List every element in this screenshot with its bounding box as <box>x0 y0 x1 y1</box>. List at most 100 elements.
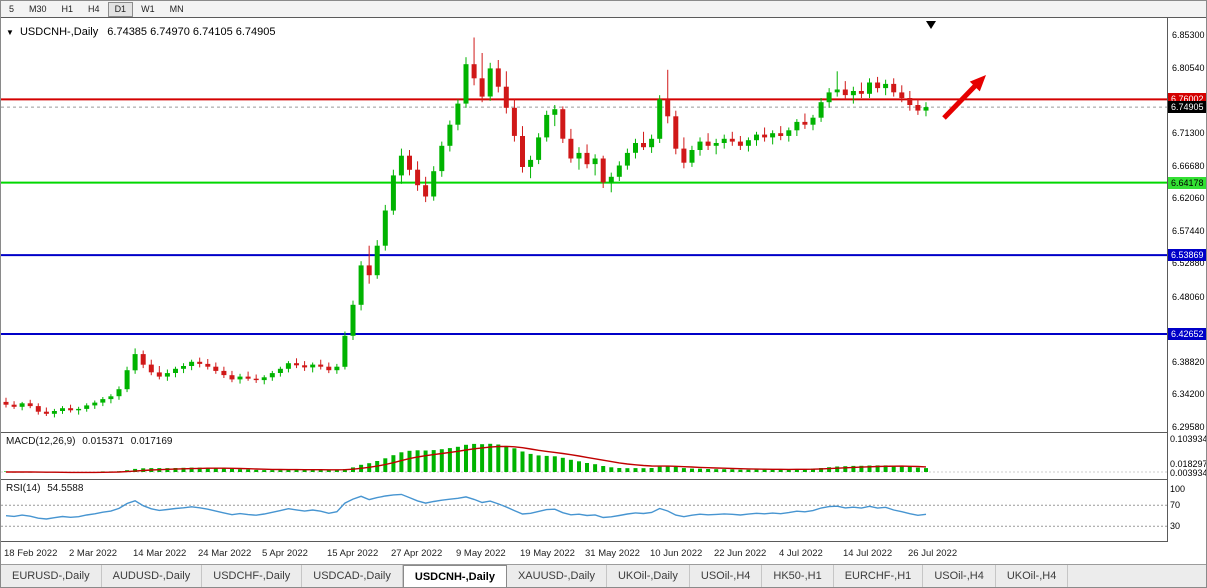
candle-body <box>762 134 768 138</box>
chart-tab-usdchf-daily[interactable]: USDCHF-,Daily <box>202 565 303 587</box>
macd-main-value: 0.015371 <box>82 436 124 447</box>
macd-histogram-bar <box>593 464 598 472</box>
macd-label: MACD(12,26,9) 0.015371 0.017169 <box>6 436 172 447</box>
candle-body <box>649 138 655 148</box>
trend-arrow-annotation[interactable] <box>942 84 977 120</box>
timeframe-button-d1[interactable]: D1 <box>107 1 134 17</box>
trend-arrow-head[interactable] <box>969 75 986 92</box>
price-axis-label: 6.62060 <box>1172 193 1205 203</box>
chart-tab-eurchf-h1[interactable]: EURCHF-,H1 <box>834 565 924 587</box>
macd-histogram-bar <box>673 466 678 472</box>
macd-histogram-bar <box>641 468 646 472</box>
candlestick-chart-canvas[interactable] <box>1 18 1167 432</box>
macd-axis-label: 0.003934 <box>1170 468 1207 478</box>
timeframe-button-mn[interactable]: MN <box>169 3 184 14</box>
chevron-down-icon[interactable]: ▼ <box>6 28 14 37</box>
candle-body <box>374 245 380 276</box>
macd-histogram-bar <box>714 469 719 472</box>
candle-body <box>786 130 792 136</box>
price-badge-6.64178: 6.64178 <box>1168 177 1206 189</box>
rsi-label: RSI(14) 54.5588 <box>6 483 83 494</box>
macd-panel[interactable]: MACD(12,26,9) 0.015371 0.017169 <box>1 432 1167 479</box>
candle-body <box>673 116 679 149</box>
candle-body <box>463 64 469 104</box>
candle-body <box>108 396 114 400</box>
candle-body <box>842 89 848 96</box>
macd-histogram-bar <box>399 452 404 472</box>
date-axis-label: 14 Mar 2022 <box>133 548 187 559</box>
macd-histogram-bar <box>464 444 468 472</box>
chart-tab-ukoil-daily[interactable]: UKOil-,Daily <box>607 565 690 587</box>
chart-tab-ukoil-h4[interactable]: UKOil-,H4 <box>996 565 1069 587</box>
chart-tab-usdcad-daily[interactable]: USDCAD-,Daily <box>302 565 403 587</box>
macd-histogram-bar <box>230 468 234 472</box>
macd-histogram-bar <box>601 466 606 472</box>
candle-body <box>100 399 106 403</box>
rsi-panel[interactable]: RSI(14) 54.5588 <box>1 479 1167 542</box>
autoscroll-marker-icon[interactable] <box>926 21 936 29</box>
macd-histogram-bar <box>423 450 428 472</box>
macd-histogram-bar <box>794 469 799 472</box>
macd-histogram-bar <box>238 469 242 472</box>
rsi-chart-canvas <box>1 493 1167 527</box>
candle-body <box>568 138 574 159</box>
candle-body <box>366 265 372 276</box>
candle-body <box>584 152 590 165</box>
macd-histogram-bar <box>883 465 888 472</box>
date-axis[interactable]: 18 Feb 2022 2 Mar 2022 14 Mar 2022 24 Mar 2… <box>1 543 1167 564</box>
macd-histogram-bar <box>455 446 460 472</box>
timeframe-button-5[interactable]: 5 <box>9 3 15 14</box>
macd-histogram-bar <box>391 455 396 472</box>
rsi-line <box>5 493 927 520</box>
candle-body <box>140 354 146 365</box>
macd-histogram-bar <box>754 469 759 472</box>
chart-tab-usoil-h4[interactable]: USOil-,H4 <box>690 565 763 587</box>
candle-body <box>398 155 404 176</box>
macd-histogram-bar <box>197 467 202 472</box>
main-chart-area[interactable]: ▼ USDCNH-,Daily 6.74385 6.74970 6.74105 … <box>1 18 1167 432</box>
candle-body <box>754 134 759 141</box>
chart-tab-eurusd-daily[interactable]: EURUSD-,Daily <box>1 565 102 587</box>
chart-tab-hk50-h1[interactable]: HK50-,H1 <box>762 565 834 587</box>
candle-body <box>407 155 412 170</box>
candle-body <box>503 86 509 108</box>
chart-tab-audusd-daily[interactable]: AUDUSD-,Daily <box>102 565 203 587</box>
date-axis-label: 14 Jul 2022 <box>843 548 893 559</box>
price-axis-label: 6.66680 <box>1172 161 1205 171</box>
macd-histogram-bar <box>786 469 791 472</box>
candle-body <box>431 171 437 197</box>
macd-histogram-bar <box>706 469 711 472</box>
candle-body <box>850 91 856 96</box>
chart-tab-usoil-h4[interactable]: USOil-,H4 <box>923 565 996 587</box>
timeframe-button-w1[interactable]: W1 <box>141 3 155 14</box>
macd-histogram-bar <box>407 450 412 472</box>
candle-body <box>261 377 267 381</box>
candle-body <box>277 368 283 373</box>
price-axis[interactable]: 6.85300 6.80540 6.71300 6.66680 6.62060 6.574… <box>1167 18 1207 542</box>
timeframe-button-m30[interactable]: M30 <box>29 3 47 14</box>
candle-body <box>665 99 671 117</box>
date-axis-label: 18 Feb 2022 <box>4 548 58 559</box>
candle-body <box>826 92 832 103</box>
macd-histogram-bar <box>342 469 347 472</box>
macd-histogram-bar <box>843 466 848 472</box>
candle-body <box>689 150 695 163</box>
candle-body <box>552 109 558 115</box>
price-axis-label: 6.29580 <box>1172 422 1205 432</box>
date-axis-label: 24 Mar 2022 <box>198 548 252 559</box>
candle-body <box>197 361 203 364</box>
chart-tab-usdcnh-daily[interactable]: USDCNH-,Daily <box>402 565 507 587</box>
candle-body <box>221 370 227 376</box>
macd-histogram-bar <box>270 470 275 472</box>
candle-body <box>697 141 703 150</box>
chart-tab-xauusd-daily[interactable]: XAUUSD-,Daily <box>507 565 607 587</box>
candle-body <box>745 140 751 146</box>
candle-body <box>899 92 905 98</box>
macd-histogram-bar <box>165 468 170 472</box>
macd-histogram-bar <box>819 468 824 472</box>
candle-body <box>511 107 517 136</box>
price-axis-label: 6.34200 <box>1172 389 1205 399</box>
timeframe-button-h1[interactable]: H1 <box>61 3 74 14</box>
timeframe-button-h4[interactable]: H4 <box>88 3 100 14</box>
macd-histogram-bar <box>609 467 614 472</box>
